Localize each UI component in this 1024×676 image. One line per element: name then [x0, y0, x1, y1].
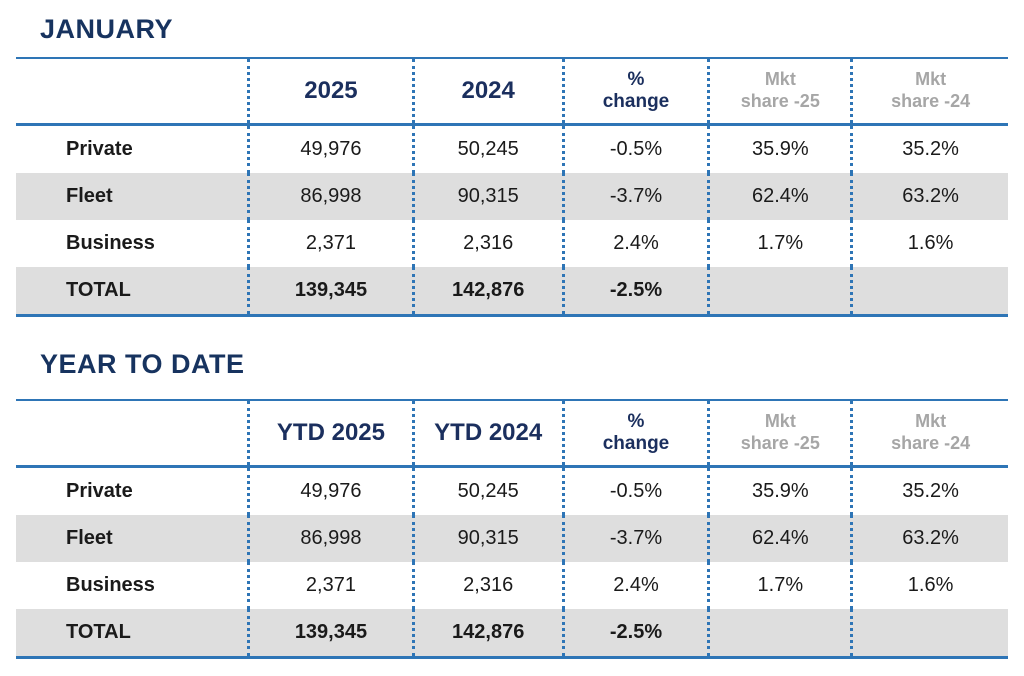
column-header: YTD 2024	[411, 401, 562, 465]
value-cell: 50,245	[411, 468, 562, 515]
value-cell: 2,371	[247, 562, 412, 609]
value-cell: 2.4%	[561, 562, 708, 609]
row-label: Fleet	[66, 527, 113, 549]
section-title-january: JANUARY	[40, 14, 174, 44]
column-header: Mkt share -25	[707, 59, 850, 123]
report-page: JANUARY 2025 2024% change Mkt share -25 Mkt…	[0, 14, 1024, 659]
table-header-row: YTD 2025 YTD 2024% change Mkt share -25 Mkt…	[16, 401, 1008, 468]
value-cell: 139,345	[247, 609, 412, 656]
table-row: TOTAL 139,345 142,876 -2.5%	[16, 609, 1008, 656]
value-cell: 90,315	[411, 173, 562, 220]
row-label: Business	[66, 232, 155, 254]
value-cell: -2.5%	[561, 267, 708, 314]
table-row: Business 2,371 2,316 2.4% 1.7% 1.6%	[16, 562, 1008, 609]
value-cell: 86,998	[247, 515, 412, 562]
row-label: Private	[66, 138, 133, 160]
row-label: Business	[66, 574, 155, 596]
table-row: Private 49,976 50,245 -0.5% 35.9% 35.2%	[16, 468, 1008, 515]
table-header-row: 2025 2024% change Mkt share -25 Mkt share -…	[16, 59, 1008, 126]
value-cell: -3.7%	[561, 515, 708, 562]
table-row: Business 2,371 2,316 2.4% 1.7% 1.6%	[16, 220, 1008, 267]
column-header: % change	[561, 59, 708, 123]
value-cell: 2.4%	[561, 220, 708, 267]
section-january: JANUARY 2025 2024% change Mkt share -25 Mkt…	[16, 14, 1008, 317]
row-label: Fleet	[66, 185, 113, 207]
column-header: Mkt share -24	[850, 59, 1008, 123]
table-row: Fleet 86,998 90,315 -3.7% 62.4% 63.2%	[16, 515, 1008, 562]
row-label: TOTAL	[66, 279, 131, 301]
value-cell: 2,316	[411, 562, 562, 609]
value-cell	[850, 609, 1008, 656]
table-row: Private 49,976 50,245 -0.5% 35.9% 35.2%	[16, 126, 1008, 173]
value-cell: -0.5%	[561, 126, 708, 173]
value-cell: 63.2%	[850, 515, 1008, 562]
value-cell: -0.5%	[561, 468, 708, 515]
value-cell: 1.6%	[850, 562, 1008, 609]
value-cell: 49,976	[247, 468, 412, 515]
value-cell: 139,345	[247, 267, 412, 314]
value-cell: 50,245	[411, 126, 562, 173]
value-cell: 49,976	[247, 126, 412, 173]
value-cell: 35.2%	[850, 468, 1008, 515]
column-header: Mkt share -24	[850, 401, 1008, 465]
value-cell: 63.2%	[850, 173, 1008, 220]
value-cell: 90,315	[411, 515, 562, 562]
value-cell	[707, 267, 850, 314]
value-cell: -3.7%	[561, 173, 708, 220]
value-cell: 1.7%	[707, 562, 850, 609]
value-cell: 1.6%	[850, 220, 1008, 267]
value-cell: 62.4%	[707, 515, 850, 562]
column-header: % change	[561, 401, 708, 465]
value-cell: 86,998	[247, 173, 412, 220]
value-cell	[707, 609, 850, 656]
column-header: 2024	[411, 59, 562, 123]
column-header: YTD 2025	[247, 401, 412, 465]
value-cell: 1.7%	[707, 220, 850, 267]
corner-cell	[16, 401, 247, 465]
table-row: TOTAL 139,345 142,876 -2.5%	[16, 267, 1008, 314]
value-cell: 142,876	[411, 609, 562, 656]
value-cell: 35.9%	[707, 468, 850, 515]
corner-cell	[16, 59, 247, 123]
value-cell: 35.2%	[850, 126, 1008, 173]
value-cell: 62.4%	[707, 173, 850, 220]
value-cell: 2,316	[411, 220, 562, 267]
registrations-table-year-to-date: YTD 2025 YTD 2024% change Mkt share -25 Mkt…	[16, 399, 1008, 659]
section-title-year-to-date: YEAR TO DATE	[40, 349, 245, 379]
value-cell: -2.5%	[561, 609, 708, 656]
registrations-table-january: 2025 2024% change Mkt share -25 Mkt share -…	[16, 57, 1008, 317]
column-header: Mkt share -25	[707, 401, 850, 465]
value-cell	[850, 267, 1008, 314]
value-cell: 2,371	[247, 220, 412, 267]
section-year-to-date: YEAR TO DATE YTD 2025 YTD 2024% change Mkt…	[16, 349, 1008, 659]
value-cell: 142,876	[411, 267, 562, 314]
table-row: Fleet 86,998 90,315 -3.7% 62.4% 63.2%	[16, 173, 1008, 220]
row-label: TOTAL	[66, 621, 131, 643]
column-header: 2025	[247, 59, 412, 123]
value-cell: 35.9%	[707, 126, 850, 173]
row-label: Private	[66, 480, 133, 502]
